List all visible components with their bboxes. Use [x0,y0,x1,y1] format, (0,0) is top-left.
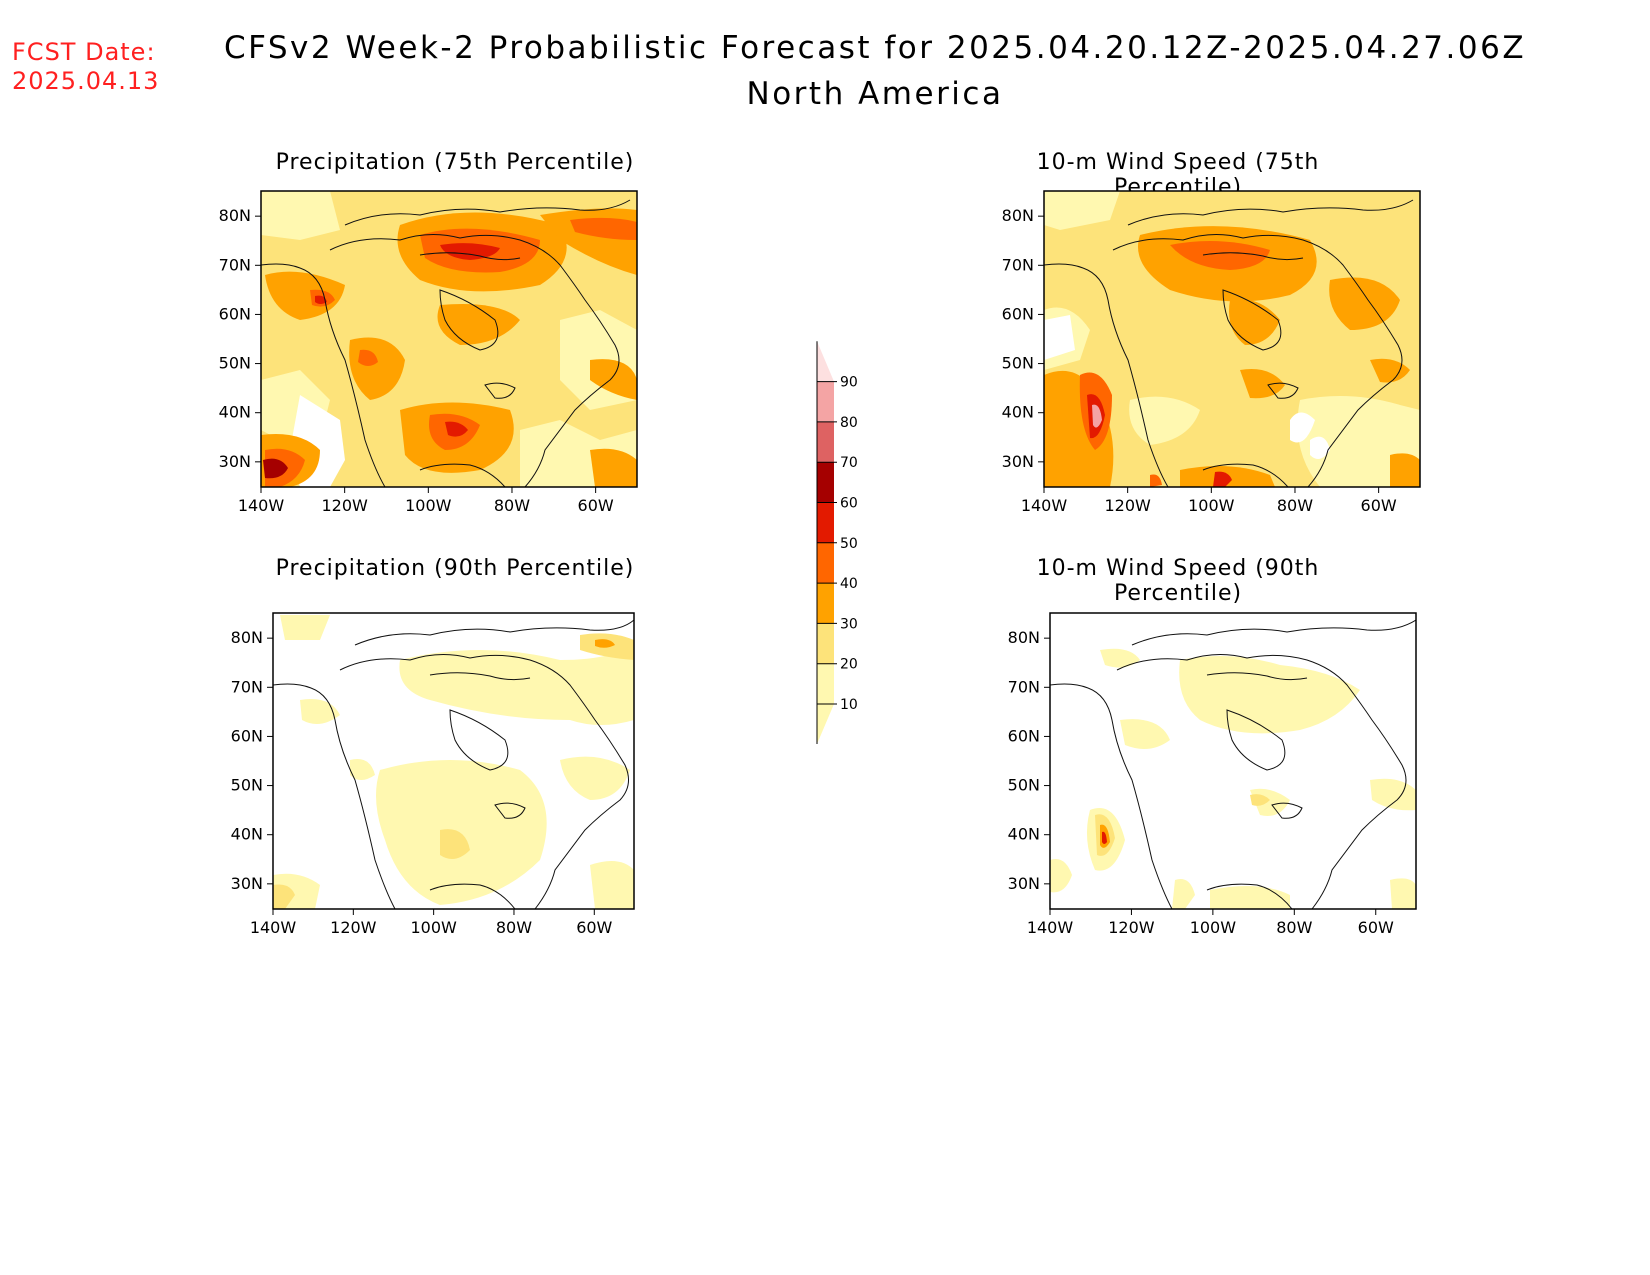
title-line-2: North America [746,76,1004,112]
colorbar-segment [817,542,834,584]
lat-tick-label: 50N [231,776,263,795]
lon-tick-label: 100W [405,496,452,515]
colorbar-label: 50 [840,536,858,552]
lat-tick-label: 60N [219,304,251,323]
lat-tick-label: 30N [1002,452,1034,471]
lat-tick-label: 40N [219,403,251,422]
map-panel-wind-75 [1043,190,1421,488]
lon-tick-label: 80W [1277,496,1313,515]
panel-title-wind-75: 10-m Wind Speed (75th Percentile) [1036,150,1320,200]
lat-tick-label: 50N [219,354,251,373]
colorbar-label: 10 [840,697,858,713]
lat-tick-label: 40N [1002,403,1034,422]
colorbar-label: 20 [840,657,858,673]
lon-tick-label: 60W [578,496,614,515]
colorbar-label: 90 [840,375,858,391]
forecast-date-value: 2025.04.13 [12,67,160,95]
lon-tick-label: 60W [576,918,612,937]
lat-tick-label: 80N [1002,206,1034,225]
lon-tick-label: 100W [410,918,457,937]
lat-tick-label: 50N [1008,776,1040,795]
lat-tick-label: 30N [231,874,263,893]
lat-tick-label: 60N [1002,304,1034,323]
lon-tick-label: 120W [321,496,368,515]
map-panel-wind-90 [1049,612,1417,910]
lat-tick-label: 80N [231,628,263,647]
lon-tick-label: 140W [238,496,285,515]
lat-tick-label: 40N [1008,825,1040,844]
colorbar-segment [817,502,834,543]
lon-tick-label: 140W [250,918,297,937]
lat-tick-label: 70N [219,255,251,274]
lon-tick-label: 60W [1361,496,1397,515]
lon-tick-label: 100W [1188,496,1235,515]
map-panel-precip-90 [272,612,635,910]
forecast-date-block: FCST Date: 2025.04.13 [12,38,159,96]
lat-tick-label: 80N [1008,628,1040,647]
lon-tick-label: 80W [494,496,530,515]
axes-layer: 30N 40N 50N 60N 70N 80N 140W 120W 100W 80W 60W 30N 4… [219,206,1397,937]
lon-tick-label: 140W [1027,918,1074,937]
lat-tick-label: 60N [1008,726,1040,745]
lon-tick-label: 120W [1104,496,1151,515]
colorbar-upper-tail [817,341,834,382]
forecast-date-label: FCST Date: [12,38,156,66]
colorbar-label: 60 [840,496,858,512]
lon-tick-label: 140W [1021,496,1068,515]
colorbar: 10 20 30 40 50 60 70 80 90 [816,341,858,744]
colorbar-segment [817,421,834,463]
lat-tick-label: 70N [1008,677,1040,696]
lon-tick-label: 60W [1358,918,1394,937]
colorbar-label: 80 [840,415,858,431]
lon-tick-label: 120W [1108,918,1155,937]
colorbar-label: 30 [840,616,858,632]
lon-tick-label: 80W [496,918,532,937]
panel-title-precip-90: Precipitation (90th Percentile) [275,556,635,581]
lat-tick-label: 30N [1008,874,1040,893]
lat-tick-label: 40N [231,825,263,844]
colorbar-segment [817,583,834,624]
lon-tick-label: 80W [1276,918,1312,937]
lat-tick-label: 50N [1002,354,1034,373]
colorbar-segment [817,381,834,422]
colorbar-lower-tail [817,704,834,744]
lon-tick-label: 120W [330,918,377,937]
colorbar-label: 40 [840,576,858,592]
lat-tick-label: 30N [219,452,251,471]
colorbar-label: 70 [840,455,858,471]
title-line-1: CFSv2 Week-2 Probabilistic Forecast for … [223,30,1527,66]
map-panel-precip-75 [260,190,638,488]
lon-tick-label: 100W [1190,918,1237,937]
lat-tick-label: 70N [231,677,263,696]
lat-tick-label: 70N [1002,255,1034,274]
lat-tick-label: 60N [231,726,263,745]
colorbar-segment [817,663,834,704]
colorbar-segment [817,623,834,664]
panel-title-precip-75: Precipitation (75th Percentile) [275,150,635,175]
panel-title-wind-90: 10-m Wind Speed (90th Percentile) [1036,556,1320,606]
colorbar-segment [817,462,834,503]
lat-tick-label: 80N [219,206,251,225]
